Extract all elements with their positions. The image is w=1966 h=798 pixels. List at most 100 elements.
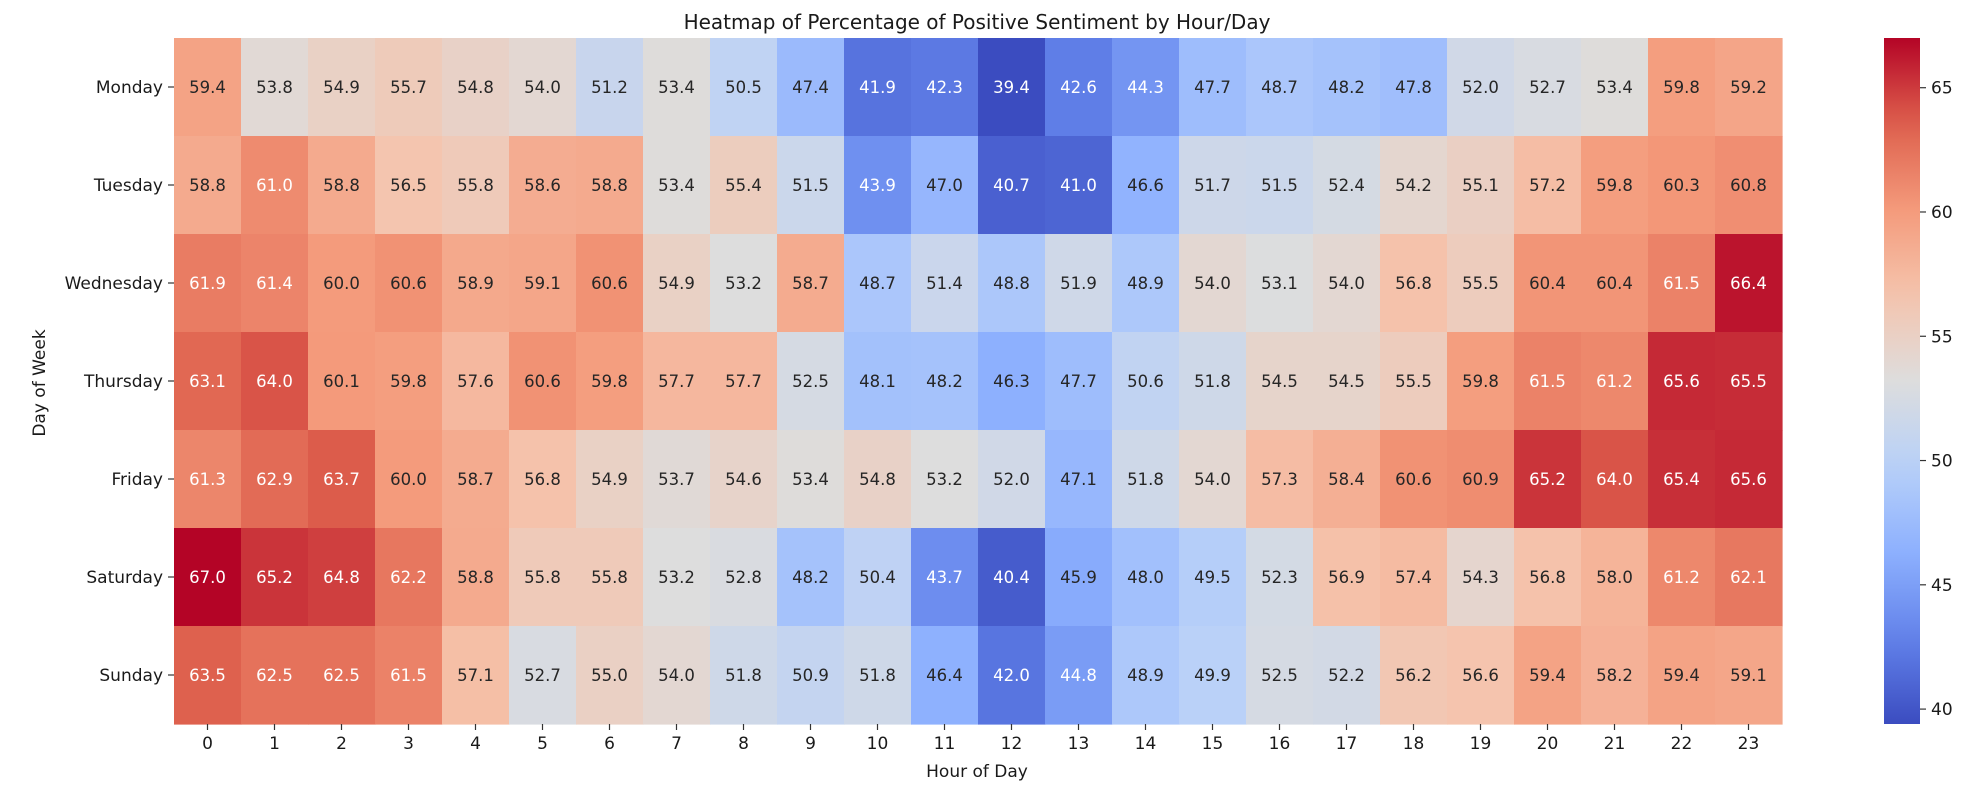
cell-value-label: 54.0	[1194, 470, 1231, 489]
heatmap-cell	[442, 332, 510, 431]
cell-value-label: 54.9	[658, 274, 695, 293]
cell-value-label: 43.9	[859, 176, 896, 195]
heatmap-cell	[1447, 430, 1515, 529]
heatmap-cell	[1313, 626, 1381, 725]
heatmap-cell	[1514, 626, 1582, 725]
cell-value-label: 47.8	[1395, 78, 1432, 97]
heatmap-cell	[1514, 136, 1582, 235]
x-tick-label: 8	[738, 734, 749, 754]
heatmap-cell	[1246, 430, 1314, 529]
x-tick-label: 4	[470, 734, 481, 754]
x-tick-label: 15	[1202, 734, 1224, 754]
cell-value-label: 54.5	[1261, 372, 1298, 391]
cell-value-label: 54.0	[1194, 274, 1231, 293]
heatmap-cell	[911, 332, 979, 431]
cell-value-label: 61.5	[390, 666, 427, 685]
cell-value-label: 55.0	[591, 666, 628, 685]
heatmap-cell	[1447, 528, 1515, 627]
heatmap-cell	[1514, 332, 1582, 431]
cell-value-label: 54.9	[591, 470, 628, 489]
cell-value-label: 57.7	[658, 372, 695, 391]
heatmap-cell	[442, 528, 510, 627]
cell-value-label: 59.1	[524, 274, 561, 293]
heatmap-cell	[174, 430, 242, 529]
heatmap-cell	[1715, 136, 1783, 235]
cell-value-label: 67.0	[189, 568, 226, 587]
x-tick-label: 9	[805, 734, 816, 754]
heatmap-cell	[1246, 234, 1314, 333]
cell-value-label: 55.5	[1395, 372, 1432, 391]
heatmap-cell	[978, 430, 1046, 529]
heatmap-cell-labels: 59.4 53.8 54.9 55.7 54.8 54.0 51.2 53.4 50.5 47.4…	[189, 78, 1767, 685]
cell-value-label: 46.4	[926, 666, 963, 685]
heatmap-cell	[1715, 332, 1783, 431]
y-tick-label: Tuesday	[93, 176, 163, 196]
heatmap-cell	[509, 38, 577, 137]
heatmap-cell	[1313, 234, 1381, 333]
cell-value-label: 57.7	[725, 372, 762, 391]
heatmap-cell	[1648, 528, 1716, 627]
cell-value-label: 50.6	[1127, 372, 1164, 391]
x-tick-label: 0	[202, 734, 213, 754]
heatmap-cell	[643, 528, 711, 627]
cell-value-label: 63.5	[189, 666, 226, 685]
heatmap-cell	[1313, 430, 1381, 529]
cell-value-label: 56.9	[1328, 568, 1365, 587]
cell-value-label: 59.1	[1730, 666, 1767, 685]
heatmap-cell	[442, 430, 510, 529]
heatmap-cell	[1648, 234, 1716, 333]
heatmap-cell	[1380, 136, 1448, 235]
heatmap-cell	[1447, 332, 1515, 431]
cell-value-label: 57.6	[457, 372, 494, 391]
cell-value-label: 53.2	[658, 568, 695, 587]
x-axis-label: Hour of Day	[926, 762, 1028, 782]
cell-value-label: 44.8	[1060, 666, 1097, 685]
heatmap-cell	[308, 136, 376, 235]
colorbar-tick-label: 45	[1931, 576, 1953, 596]
heatmap-cell	[241, 38, 309, 137]
cell-value-label: 61.4	[256, 274, 293, 293]
heatmap-cell	[1648, 38, 1716, 137]
heatmap-cell	[643, 234, 711, 333]
cell-value-label: 60.3	[1663, 176, 1700, 195]
heatmap-cell	[710, 332, 778, 431]
cell-value-label: 54.0	[658, 666, 695, 685]
heatmap-cell	[643, 430, 711, 529]
heatmap-cell	[1514, 528, 1582, 627]
cell-value-label: 64.0	[256, 372, 293, 391]
heatmap-cell	[1246, 528, 1314, 627]
cell-value-label: 41.9	[859, 78, 896, 97]
y-tick-label: Monday	[96, 78, 163, 98]
y-axis: Monday Tuesday Wednesday Thursday Friday Satu…	[65, 78, 174, 686]
cell-value-label: 60.8	[1730, 176, 1767, 195]
heatmap-cell	[1045, 332, 1113, 431]
cell-value-label: 48.1	[859, 372, 896, 391]
cell-value-label: 60.9	[1462, 470, 1499, 489]
cell-value-label: 47.4	[792, 78, 829, 97]
heatmap-cell	[509, 332, 577, 431]
heatmap-cell	[777, 234, 845, 333]
heatmap-cell	[1447, 626, 1515, 725]
heatmap-cell	[1380, 38, 1448, 137]
y-axis-label: Day of Week	[30, 329, 50, 436]
cell-value-label: 54.9	[323, 78, 360, 97]
cell-value-label: 60.6	[390, 274, 427, 293]
colorbar: 40 45 50 55 60 65	[1884, 38, 1953, 724]
heatmap-cell	[911, 136, 979, 235]
heatmap-cell	[1648, 626, 1716, 725]
cell-value-label: 51.8	[1194, 372, 1231, 391]
cell-value-label: 64.8	[323, 568, 360, 587]
heatmap-cell	[1581, 136, 1649, 235]
cell-value-label: 59.8	[1596, 176, 1633, 195]
heatmap-cell	[844, 626, 912, 725]
heatmap-cell	[1179, 234, 1247, 333]
cell-value-label: 51.4	[926, 274, 963, 293]
heatmap-cell	[1715, 234, 1783, 333]
heatmap-cell	[777, 136, 845, 235]
heatmap-cell	[777, 626, 845, 725]
cell-value-label: 59.2	[1730, 78, 1767, 97]
cell-value-label: 55.8	[591, 568, 628, 587]
y-tick-label: Wednesday	[65, 274, 163, 294]
cell-value-label: 51.2	[591, 78, 628, 97]
